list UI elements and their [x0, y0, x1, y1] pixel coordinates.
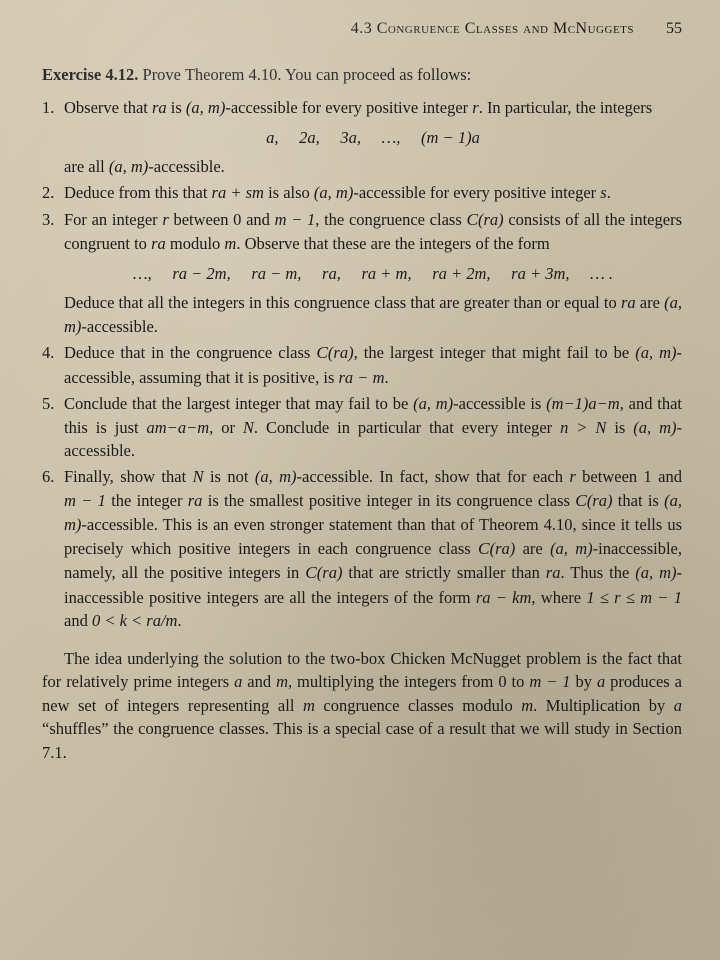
exercise-label: Exercise 4.12. — [42, 65, 138, 84]
step-2: Deduce from this that ra + sm is also (a… — [42, 181, 682, 204]
step-4: Deduce that in the congruence class C(ra… — [42, 341, 682, 389]
step-3: For an integer r between 0 and m − 1, th… — [42, 208, 682, 338]
step-5: Conclude that the largest integer that m… — [42, 392, 682, 462]
step-6: Finally, show that N is not (a, m)-acces… — [42, 465, 682, 632]
step-1: Observe that ra is (a, m)-accessible for… — [42, 96, 682, 178]
step-1-display: a, 2a, 3a, …, (m − 1)a — [64, 126, 682, 149]
closing-paragraph: The idea underlying the solution to the … — [42, 647, 682, 764]
exercise-heading: Exercise 4.12. Prove Theorem 4.10. You c… — [42, 63, 682, 86]
section-title: 4.3 Congruence Classes and McNuggets — [351, 20, 634, 37]
exercise-intro: Prove Theorem 4.10. You can proceed as f… — [143, 65, 472, 84]
page-header: 4.3 Congruence Classes and McNuggets 55 — [42, 18, 682, 41]
steps-list: Observe that ra is (a, m)-accessible for… — [42, 96, 682, 633]
step-3-display: …, ra − 2m, ra − m, ra, ra + m, ra + 2m,… — [64, 262, 682, 285]
page-number: 55 — [666, 20, 682, 37]
